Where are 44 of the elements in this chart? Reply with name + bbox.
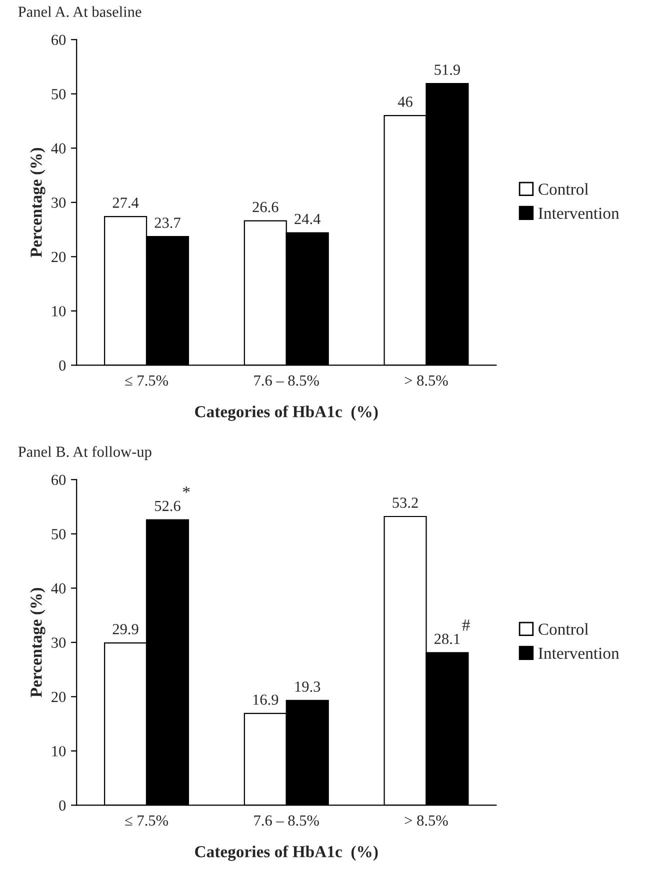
data-label: 23.7 <box>154 218 180 228</box>
y-tick-label: 50 <box>52 89 66 100</box>
data-label: 52.6 <box>155 500 180 512</box>
x-tick-label: ≤ 7.5% <box>125 815 168 826</box>
data-label: 46 <box>398 96 412 107</box>
y-axis-title: Percentage (%) <box>30 588 46 698</box>
legend-label: Control <box>538 623 588 635</box>
data-label: 24.4 <box>294 214 320 224</box>
x-axis-title: Categories of HbA1c (%) <box>195 845 378 861</box>
y-tick-label: 50 <box>52 529 66 540</box>
y-tick-label: 30 <box>52 638 66 648</box>
y-tick-label: 40 <box>51 583 66 594</box>
data-label: 53.2 <box>392 498 418 508</box>
legend-label: Intervention <box>538 648 620 659</box>
data-label: 29.9 <box>112 624 138 634</box>
x-tick-label: > 8.5% <box>404 375 448 386</box>
data-label: 19.3 <box>295 682 320 692</box>
chart-title: Panel B. At follow-up <box>18 446 152 460</box>
annotation: # <box>462 620 470 630</box>
y-tick-label: 40 <box>51 143 66 154</box>
y-tick-label: 10 <box>52 746 66 756</box>
y-axis-title: Percentage (%) <box>30 148 46 258</box>
legend-label: Control <box>538 183 588 195</box>
y-tick-label: 0 <box>59 800 66 811</box>
annotation: * <box>183 486 190 493</box>
x-tick-label: 7.6 – 8.5% <box>254 375 319 386</box>
x-axis-title: Categories of HbA1c (%) <box>195 405 378 421</box>
chart-title: Panel A. At baseline <box>18 6 142 18</box>
data-label: 16.9 <box>253 694 278 705</box>
data-label: 28.1 <box>434 634 460 644</box>
y-tick-label: 10 <box>52 306 66 316</box>
data-label: 51.9 <box>434 64 460 75</box>
data-label: 26.6 <box>252 202 278 212</box>
x-tick-label: ≤ 7.5% <box>125 375 168 386</box>
y-tick-label: 20 <box>52 252 66 262</box>
y-tick-label: 0 <box>59 360 66 371</box>
data-label: 27.4 <box>112 198 139 208</box>
y-tick-label: 30 <box>52 198 66 208</box>
x-tick-label: > 8.5% <box>404 815 448 826</box>
y-tick-label: 60 <box>52 474 66 486</box>
y-tick-label: 60 <box>52 34 66 46</box>
y-tick-label: 20 <box>52 692 66 702</box>
legend-label: Intervention <box>538 208 620 219</box>
x-tick-label: 7.6 – 8.5% <box>254 815 319 826</box>
